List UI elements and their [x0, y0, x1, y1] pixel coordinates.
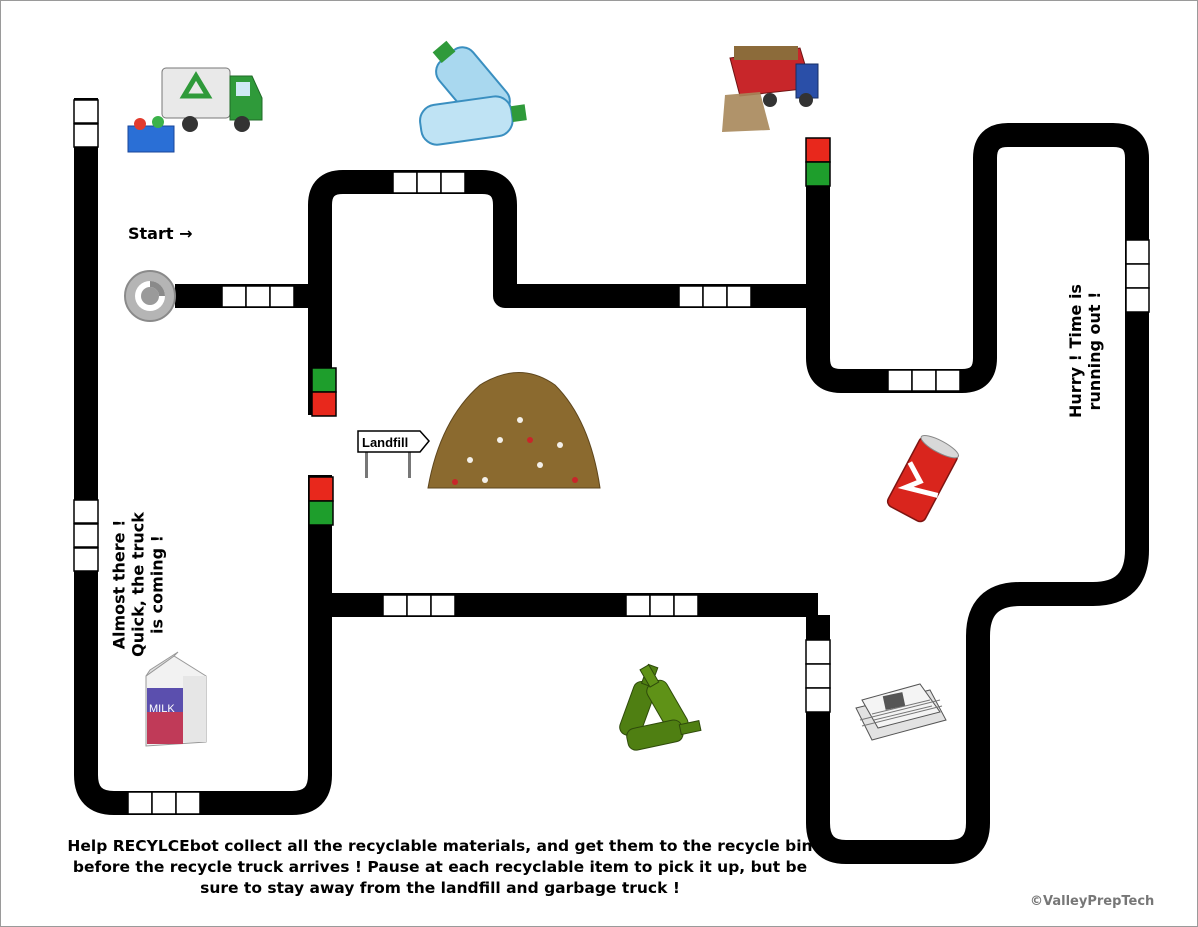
landfill-sign: Landfill — [357, 430, 430, 478]
track-outer-loop — [74, 98, 332, 815]
newspapers-icon[interactable] — [855, 683, 947, 741]
recycle-truck-icon — [127, 67, 263, 153]
almost-line-2: Quick, the truck — [128, 512, 148, 657]
almost-line-3: is coming ! — [147, 535, 167, 634]
signal-landfill-lower — [308, 476, 334, 502]
milk-label: MILK — [149, 703, 175, 715]
water-bottles-icon[interactable] — [418, 32, 529, 146]
instructions-brand: RECYLCE — [112, 837, 190, 855]
almost-line-1: Almost there ! — [109, 519, 129, 650]
track — [74, 98, 1149, 864]
almost-there-note: Almost there ! Quick, the truck is comin… — [110, 505, 167, 665]
signals — [308, 137, 831, 526]
hurry-note: Hurry ! Time is running out ! — [1066, 271, 1104, 431]
glass-bottles-icon[interactable] — [617, 662, 702, 752]
robot-start-icon[interactable] — [124, 270, 176, 322]
milk-carton-icon[interactable]: MILK — [145, 651, 207, 747]
instructions-part-1: Help — [67, 837, 113, 855]
track-upper-route — [308, 170, 818, 415]
instructions: Help RECYLCEbot collect all the recyclab… — [60, 836, 820, 899]
checkpoint-squares — [73, 99, 1150, 815]
copyright: ©ValleyPrepTech — [1030, 894, 1155, 909]
soda-can-icon[interactable] — [886, 432, 962, 524]
track-right-loop — [806, 123, 1149, 864]
signal-green-top — [805, 137, 831, 163]
landfill-pile-icon — [427, 372, 601, 489]
landfill-sign-text: Landfill — [362, 435, 408, 450]
start-label: Start → — [128, 224, 193, 243]
garbage-truck-icon — [722, 46, 819, 132]
hurry-line-1: Hurry ! Time is — [1066, 284, 1085, 418]
hurry-line-2: running out ! — [1085, 291, 1104, 411]
signal-landfill-upper — [311, 367, 337, 393]
instructions-part-2: bot collect all the recyclable materials… — [72, 837, 813, 897]
